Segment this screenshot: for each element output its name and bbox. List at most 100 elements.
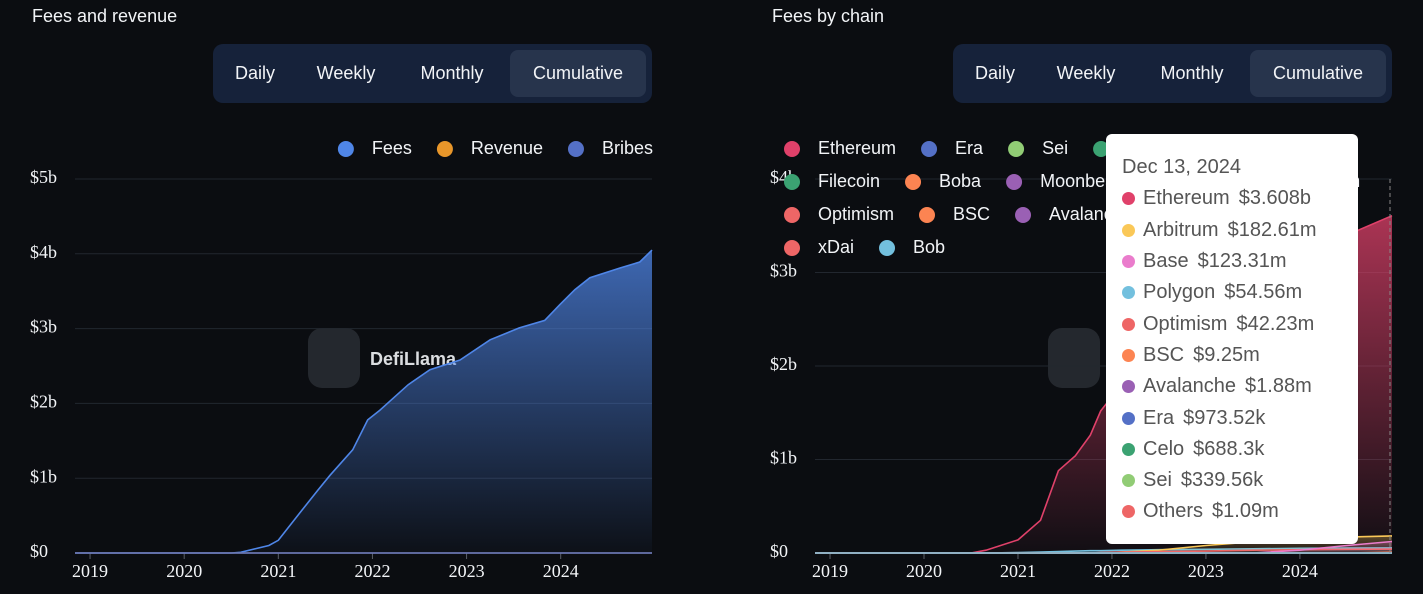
tooltip-row: Others $1.09m — [1122, 496, 1342, 527]
tooltip-dot — [1122, 286, 1135, 300]
chart-title: Fees by chain — [772, 6, 884, 26]
button[interactable]: Daily — [975, 63, 1015, 83]
legend-item[interactable]: Optimism — [784, 204, 894, 224]
tooltip-name: Optimism — [1143, 312, 1228, 335]
button-active-bg — [510, 50, 646, 97]
button[interactable]: Daily — [235, 63, 275, 83]
legend-item[interactable]: Era — [921, 138, 984, 158]
legend-item[interactable]: Boba — [905, 171, 982, 191]
tooltip-dot — [1122, 317, 1135, 331]
area-fill — [815, 549, 1392, 553]
legend-dot — [1006, 174, 1023, 190]
legend-dot — [567, 141, 584, 157]
tooltip-amount: $1.88m — [1245, 375, 1312, 398]
tooltip-row: Ethereum $3.608b — [1122, 183, 1342, 214]
legend-item[interactable]: Revenue — [436, 138, 543, 158]
area-fill — [815, 541, 1392, 553]
legend-item[interactable]: Sei — [1008, 138, 1068, 158]
button[interactable]: Monthly — [420, 63, 483, 83]
tooltip-name: BSC — [1143, 343, 1185, 366]
x-tick-label: 2023 — [449, 561, 485, 581]
legend-item[interactable]: BSC — [919, 204, 990, 224]
legend-item[interactable]: Bribes — [567, 138, 653, 158]
tooltip-dot — [1122, 505, 1135, 519]
tooltip-row: Avalanche $1.88m — [1122, 371, 1342, 402]
tooltip-name: Avalanche — [1143, 375, 1237, 398]
tooltip-dot — [1122, 411, 1135, 425]
tooltip-row: Sei $339.56k — [1122, 465, 1342, 496]
button[interactable]: Weekly — [317, 63, 376, 83]
x-tick-label: 2023 — [1188, 561, 1224, 581]
legend-label: Era — [955, 138, 984, 158]
area-fill — [815, 535, 1392, 553]
legend-dot — [1093, 141, 1110, 157]
legend-dot — [1008, 141, 1025, 157]
tooltip-name: Polygon — [1143, 281, 1216, 304]
y-tick-label: $2b — [770, 354, 797, 374]
x-tick-label: 2022 — [1094, 561, 1130, 581]
tooltip: Dec 13, 2024 Ethereum $3.608b Arbitrum $182.… — [1106, 134, 1358, 544]
y-tick-label: $0 — [30, 541, 48, 561]
tooltip-amount: $54.56m — [1224, 281, 1303, 304]
y-tick-label: $3b — [30, 317, 57, 337]
legend-label: Bob — [913, 237, 945, 257]
x-tick-label: 2022 — [354, 561, 390, 581]
tooltip-amount: $688.3k — [1193, 437, 1265, 460]
tooltip-name: Era — [1143, 406, 1175, 429]
legend-item[interactable]: Ethereum — [784, 138, 896, 158]
x-tick-label: 2020 — [906, 561, 942, 581]
watermark: DefiLlama — [370, 349, 457, 369]
y-tick-label: $3b — [770, 261, 797, 281]
legend-label: Boba — [939, 171, 982, 191]
tooltip-dot — [1122, 192, 1135, 206]
button[interactable]: Cumulative — [1273, 63, 1363, 83]
legend-item[interactable]: Filecoin — [784, 171, 880, 191]
legend-dot — [921, 141, 938, 157]
legend-item[interactable]: Fees — [337, 138, 412, 158]
tooltip-row: Polygon $54.56m — [1122, 277, 1342, 308]
legend-dot — [879, 240, 896, 256]
legend-dot — [784, 207, 800, 223]
legend-dot — [784, 240, 800, 256]
legend-item[interactable]: xDai — [784, 237, 854, 257]
y-tick-label: $1b — [30, 466, 57, 486]
y-tick-label: $0 — [770, 541, 788, 561]
tooltip-amount: $1.09m — [1212, 500, 1279, 523]
x-tick-label: 2024 — [543, 561, 579, 581]
button[interactable]: Cumulative — [533, 63, 623, 83]
legend-dot — [784, 141, 800, 157]
tooltip-amount: $123.31m — [1197, 250, 1287, 273]
button[interactable]: Weekly — [1057, 63, 1116, 83]
tooltip-name: Base — [1143, 250, 1189, 273]
chart-title: Fees and revenue — [32, 6, 177, 26]
tooltip-dot — [1122, 348, 1135, 362]
x-tick-label: 2021 — [1000, 561, 1036, 581]
legend-label: Ethereum — [818, 138, 896, 158]
tooltip-dot — [1122, 223, 1135, 237]
legend-label: Filecoin — [818, 171, 880, 191]
x-tick-label: 2020 — [166, 561, 202, 581]
tooltip-amount: $339.56k — [1180, 469, 1264, 492]
tooltip-amount: $42.23m — [1236, 312, 1315, 335]
tooltip-dot — [1122, 380, 1135, 394]
x-tick-label: 2019 — [72, 561, 108, 581]
legend-label: BSC — [953, 204, 990, 224]
tooltip-dot — [1122, 255, 1135, 269]
tooltip-amount: $9.25m — [1193, 343, 1260, 366]
watermark-logo — [308, 328, 360, 388]
legend-dot — [905, 174, 922, 190]
tooltip-row: Optimism $42.23m — [1122, 308, 1342, 339]
legend-label: Fees — [372, 138, 412, 158]
series-line — [75, 249, 653, 554]
legend-dot — [919, 207, 935, 223]
button[interactable]: Monthly — [1160, 63, 1223, 83]
button-active-bg — [1250, 50, 1386, 97]
y-tick-label: $4b — [30, 242, 57, 262]
legend-item[interactable]: Bob — [879, 237, 945, 257]
x-tick-label: 2019 — [812, 561, 848, 581]
tooltip-name: Celo — [1143, 437, 1185, 460]
tooltip-amount: $973.52k — [1183, 406, 1266, 429]
y-tick-label: $1b — [770, 448, 797, 468]
